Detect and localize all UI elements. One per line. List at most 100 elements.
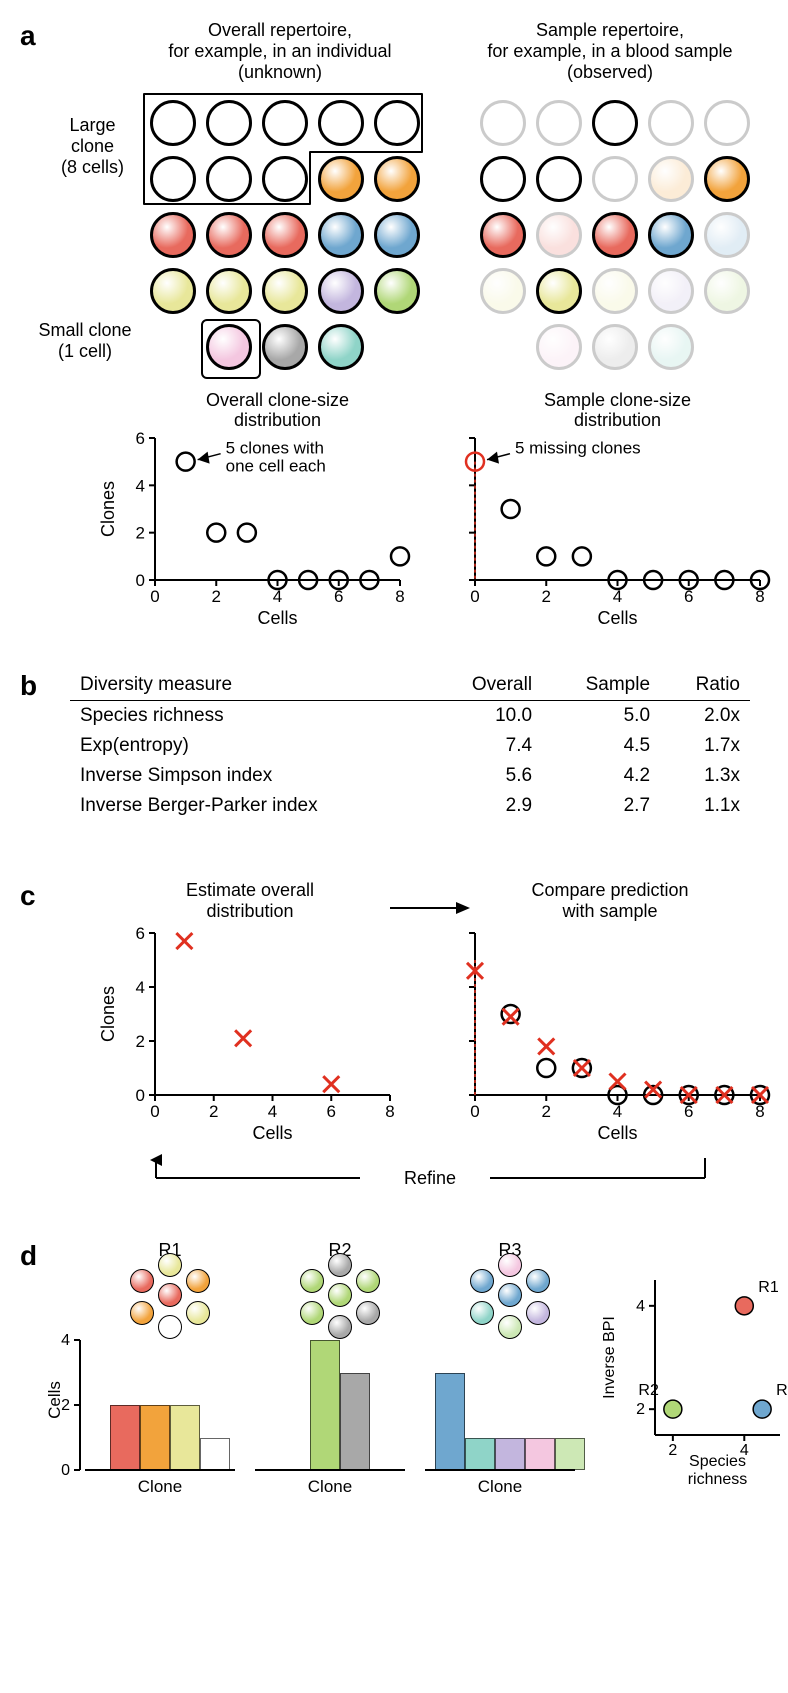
- table-header: Overall: [430, 670, 542, 701]
- cell: [536, 324, 582, 370]
- large-clone-label: Large clone (8 cells): [45, 115, 140, 178]
- cell: [592, 268, 638, 314]
- svg-text:5 clones with: 5 clones with: [226, 439, 324, 458]
- cell: [206, 212, 252, 258]
- sample-dist-chart: Sample clone-sizedistribution02468Cells5…: [450, 390, 770, 630]
- svg-text:6: 6: [327, 1102, 336, 1121]
- cell: [648, 268, 694, 314]
- svg-text:Clone: Clone: [308, 1477, 352, 1496]
- svg-text:0: 0: [136, 1086, 145, 1105]
- svg-text:2: 2: [136, 1032, 145, 1051]
- svg-text:8: 8: [395, 587, 404, 606]
- panel-a-right-title: Sample repertoire, for example, in a blo…: [470, 20, 750, 83]
- cell: [648, 212, 694, 258]
- svg-text:0: 0: [150, 1102, 159, 1121]
- svg-text:Clone: Clone: [138, 1477, 182, 1496]
- svg-text:6: 6: [136, 429, 145, 448]
- cell: [648, 324, 694, 370]
- svg-text:Species: Species: [689, 1453, 746, 1470]
- compare-chart: 02468Cells: [450, 925, 770, 1145]
- cell: [480, 156, 526, 202]
- table-row: Species richness10.05.02.0x: [70, 701, 750, 732]
- cell: [480, 268, 526, 314]
- cell: [206, 268, 252, 314]
- svg-text:R3: R3: [776, 1382, 788, 1399]
- cell: [318, 212, 364, 258]
- svg-text:2: 2: [668, 1442, 677, 1459]
- svg-text:Cells: Cells: [597, 1123, 637, 1143]
- panel-b: b Diversity measureOverallSampleRatioSpe…: [20, 670, 768, 850]
- cell: [536, 100, 582, 146]
- svg-text:4: 4: [136, 476, 145, 495]
- svg-text:Sample clone-size: Sample clone-size: [544, 390, 691, 410]
- cell: [592, 100, 638, 146]
- cell: [480, 212, 526, 258]
- svg-text:Overall clone-size: Overall clone-size: [206, 390, 349, 410]
- svg-text:distribution: distribution: [574, 410, 661, 430]
- svg-text:2: 2: [209, 1102, 218, 1121]
- cell: [150, 212, 196, 258]
- svg-text:2: 2: [136, 524, 145, 543]
- cell: [150, 268, 196, 314]
- svg-text:4: 4: [268, 1102, 277, 1121]
- cell: [374, 212, 420, 258]
- cell: [704, 212, 750, 258]
- top-arrow: [390, 898, 470, 918]
- svg-text:4: 4: [61, 1332, 70, 1349]
- svg-text:5 missing clones: 5 missing clones: [515, 439, 641, 458]
- table-row: Exp(entropy)7.44.51.7x: [70, 731, 750, 761]
- cell: [704, 268, 750, 314]
- svg-text:Cells: Cells: [597, 608, 637, 628]
- svg-text:0: 0: [61, 1462, 70, 1479]
- svg-text:0: 0: [470, 587, 479, 606]
- svg-text:one cell each: one cell each: [226, 457, 326, 476]
- table-row: Inverse Simpson index5.64.21.3x: [70, 761, 750, 791]
- panel-d-label: d: [20, 1240, 37, 1272]
- svg-text:4: 4: [636, 1298, 645, 1315]
- small-clone-label: Small clone (1 cell): [30, 320, 140, 362]
- svg-text:R1: R1: [758, 1279, 779, 1296]
- cell: [318, 268, 364, 314]
- svg-text:richness: richness: [688, 1471, 748, 1488]
- svg-text:0: 0: [150, 587, 159, 606]
- cell: [592, 212, 638, 258]
- cell: [648, 100, 694, 146]
- cell: [536, 212, 582, 258]
- svg-text:Inverse BPI: Inverse BPI: [601, 1316, 618, 1399]
- cell: [318, 324, 364, 370]
- table-header: Diversity measure: [70, 670, 430, 701]
- cell: [592, 156, 638, 202]
- cell: [262, 268, 308, 314]
- cell: [262, 212, 308, 258]
- svg-text:R2: R2: [638, 1382, 659, 1399]
- svg-text:8: 8: [385, 1102, 394, 1121]
- overall-dist-chart: Overall clone-sizedistribution024602468C…: [100, 390, 410, 630]
- svg-text:2: 2: [542, 587, 551, 606]
- table-header: Ratio: [660, 670, 750, 701]
- cell: [592, 324, 638, 370]
- panel-c-label: c: [20, 880, 36, 912]
- panel-c-left-title: Estimate overall distribution: [130, 880, 370, 922]
- svg-text:2: 2: [636, 1401, 645, 1418]
- bar-groups: 024CellsR1CloneR2CloneR3Clone: [70, 1240, 590, 1500]
- sample-cell-grid: [480, 100, 760, 380]
- svg-text:Clones: Clones: [98, 986, 118, 1042]
- cell: [704, 156, 750, 202]
- panel-a-left-title: Overall repertoire, for example, in an i…: [140, 20, 420, 83]
- table-header: Sample: [542, 670, 660, 701]
- svg-text:Cells: Cells: [257, 608, 297, 628]
- svg-text:Clones: Clones: [98, 481, 118, 537]
- svg-text:0: 0: [470, 1102, 479, 1121]
- svg-text:distribution: distribution: [234, 410, 321, 430]
- svg-text:2: 2: [212, 587, 221, 606]
- svg-text:0: 0: [136, 571, 145, 590]
- panel-b-label: b: [20, 670, 37, 702]
- table-row: Inverse Berger-Parker index2.92.71.1x: [70, 791, 750, 821]
- diversity-table: Diversity measureOverallSampleRatioSpeci…: [70, 670, 750, 821]
- cell: [536, 156, 582, 202]
- panel-c: c Estimate overall distribution Compare …: [20, 880, 768, 1210]
- svg-text:Clone: Clone: [478, 1477, 522, 1496]
- bpi-scatter: 2424Inverse BPISpeciesrichnessR1R2R3: [600, 1270, 788, 1490]
- cell: [536, 268, 582, 314]
- estimate-chart: 024602468ClonesCells: [100, 925, 400, 1145]
